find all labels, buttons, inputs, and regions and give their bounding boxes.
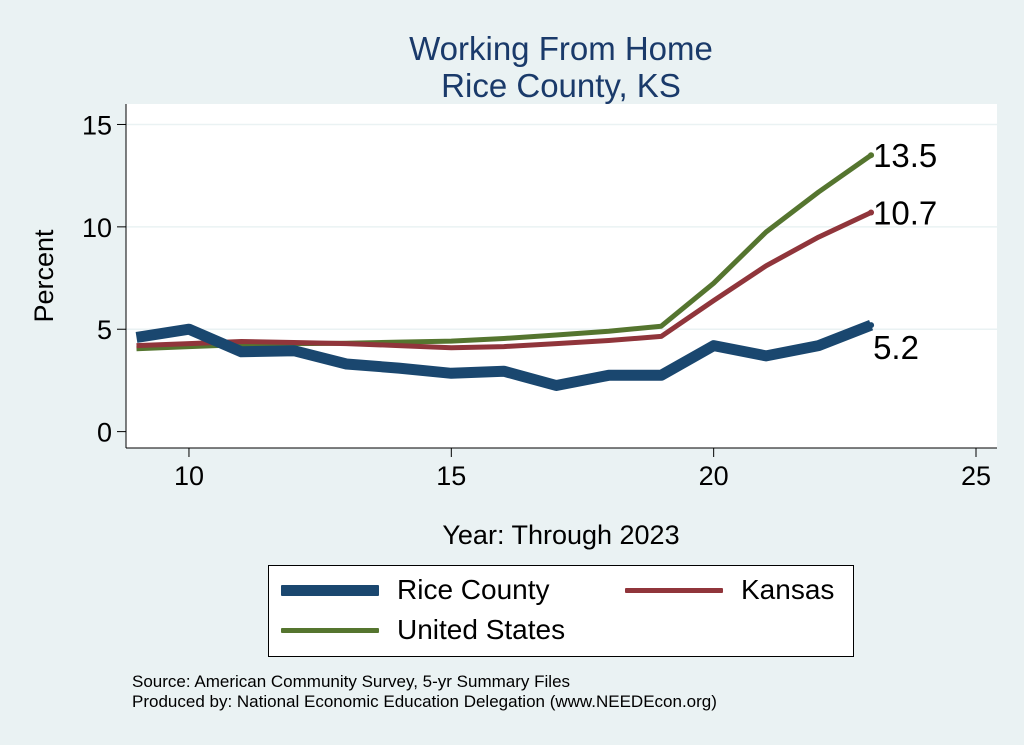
legend-swatch-united-states — [281, 627, 379, 633]
end-label-united-states: 13.5 — [873, 137, 937, 174]
plot-area — [126, 104, 997, 448]
producer-note: Produced by: National Economic Education… — [132, 692, 717, 711]
x-tick-label-25: 25 — [961, 461, 991, 491]
x-tick-label-15: 15 — [436, 461, 466, 491]
series-end-point-kansas — [868, 209, 875, 216]
y-axis-label: Percent — [29, 229, 59, 323]
source-note: Source: American Community Survey, 5-yr … — [132, 672, 571, 691]
x-tick-label-10: 10 — [174, 461, 204, 491]
legend-swatch-kansas — [625, 587, 723, 593]
legend-label-kansas: Kansas — [741, 574, 835, 605]
end-label-rice-county: 5.2 — [873, 329, 919, 366]
x-axis-label: Year: Through 2023 — [442, 520, 679, 550]
chart-title-line-1: Working From Home — [409, 30, 713, 67]
legend-item-rice-county: Rice County — [281, 574, 550, 606]
chart-title-line-2: Rice County, KS — [441, 67, 681, 104]
end-label-kansas: 10.7 — [873, 195, 937, 232]
series-end-point-united-states — [868, 152, 875, 159]
series-line-rice-county — [135, 319, 874, 391]
y-tick-label-10: 10 — [82, 213, 112, 243]
legend-label-united-states: United States — [397, 614, 566, 645]
series-line-kansas — [136, 210, 873, 351]
y-tick-label-0: 0 — [97, 418, 112, 448]
footer: Source: American Community Survey, 5-yr … — [132, 672, 717, 712]
y-tick-label-5: 5 — [97, 315, 112, 345]
chart: Working From Home Rice County, KS 0 5 10 15… — [29, 30, 997, 550]
legend-swatch-rice-county — [281, 584, 379, 596]
legend-item-kansas: Kansas — [625, 574, 834, 606]
y-tick-label-15: 15 — [82, 110, 112, 140]
series-end-point-rice-county — [868, 322, 875, 329]
x-tick-label-20: 20 — [699, 461, 729, 491]
legend-label-rice-county: Rice County — [397, 574, 550, 605]
legend-item-united-states: United States — [281, 614, 565, 646]
legend: Rice County Kansas United States — [268, 565, 854, 657]
